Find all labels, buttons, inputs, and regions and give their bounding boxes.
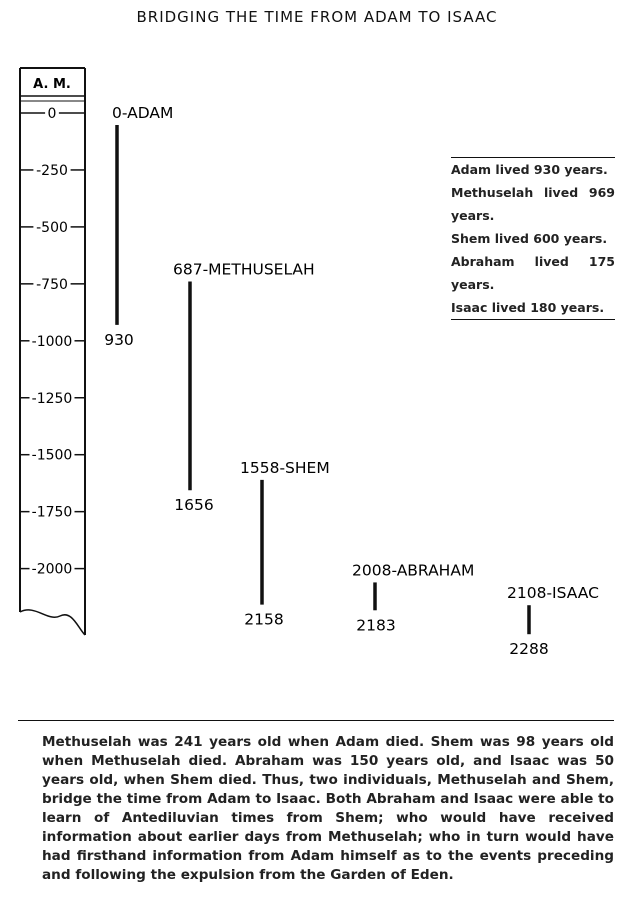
axis-tick-label: -1000: [32, 334, 73, 350]
axis-tick-label: -2000: [32, 562, 73, 578]
end-label-abraham: 2183: [356, 616, 395, 634]
lifespan-isaac: Isaac lived 180 years.: [451, 300, 605, 315]
timeline-chart: A. M. 0 -250 -500 -750 -1000 -1250 -1500 -1750 -2…: [19, 67, 599, 658]
lifespan-list: Adam lived 930 years. Methuselah lived 9…: [451, 157, 615, 320]
axis-tick-label: 0: [48, 106, 57, 122]
axis-torn-edge: [19, 609, 86, 636]
axis: A. M. 0 -250 -500 -750 -1000 -1250 -1500 -1750 -2…: [19, 67, 86, 636]
lifespan-abraham: Abraham lived 175 years.: [451, 254, 615, 292]
end-label-adam: 930: [104, 331, 134, 349]
axis-tick-label: -1750: [32, 505, 73, 521]
axis-tick-label: -500: [36, 220, 68, 236]
end-label-shem: 2158: [244, 611, 283, 629]
lifespan-bottom-rule: [451, 319, 615, 320]
start-label-methuselah: 687-METHUSELAH: [173, 260, 315, 278]
end-label-isaac: 2288: [509, 640, 548, 658]
start-label-abraham: 2008-ABRAHAM: [352, 561, 474, 579]
start-label-adam: 0-ADAM: [112, 104, 173, 122]
axis-label: A. M.: [33, 77, 71, 92]
axis-tick-label: -1500: [32, 448, 73, 464]
lifespan-bars: 0-ADAM 930 687-METHUSELAH 1656 1558-SHEM 2158…: [104, 104, 599, 658]
axis-tick-label: -1250: [32, 391, 73, 407]
start-label-isaac: 2108-ISAAC: [507, 584, 599, 602]
axis-tick-label: -750: [36, 277, 68, 293]
caption: Methuselah was 241 years old when Adam d…: [42, 734, 614, 883]
end-label-methuselah: 1656: [174, 496, 213, 514]
start-label-shem: 1558-SHEM: [240, 459, 330, 477]
lifespan-methuselah: Methuselah lived 969 years.: [451, 185, 615, 223]
lifespan-top-rule: [451, 157, 615, 158]
caption-rule: [18, 720, 614, 721]
axis-tick-label: -250: [36, 163, 68, 179]
chart-title: BRIDGING THE TIME FROM ADAM TO ISAAC: [136, 8, 498, 26]
lifespan-shem: Shem lived 600 years.: [451, 231, 608, 246]
lifespan-adam: Adam lived 930 years.: [451, 162, 608, 177]
